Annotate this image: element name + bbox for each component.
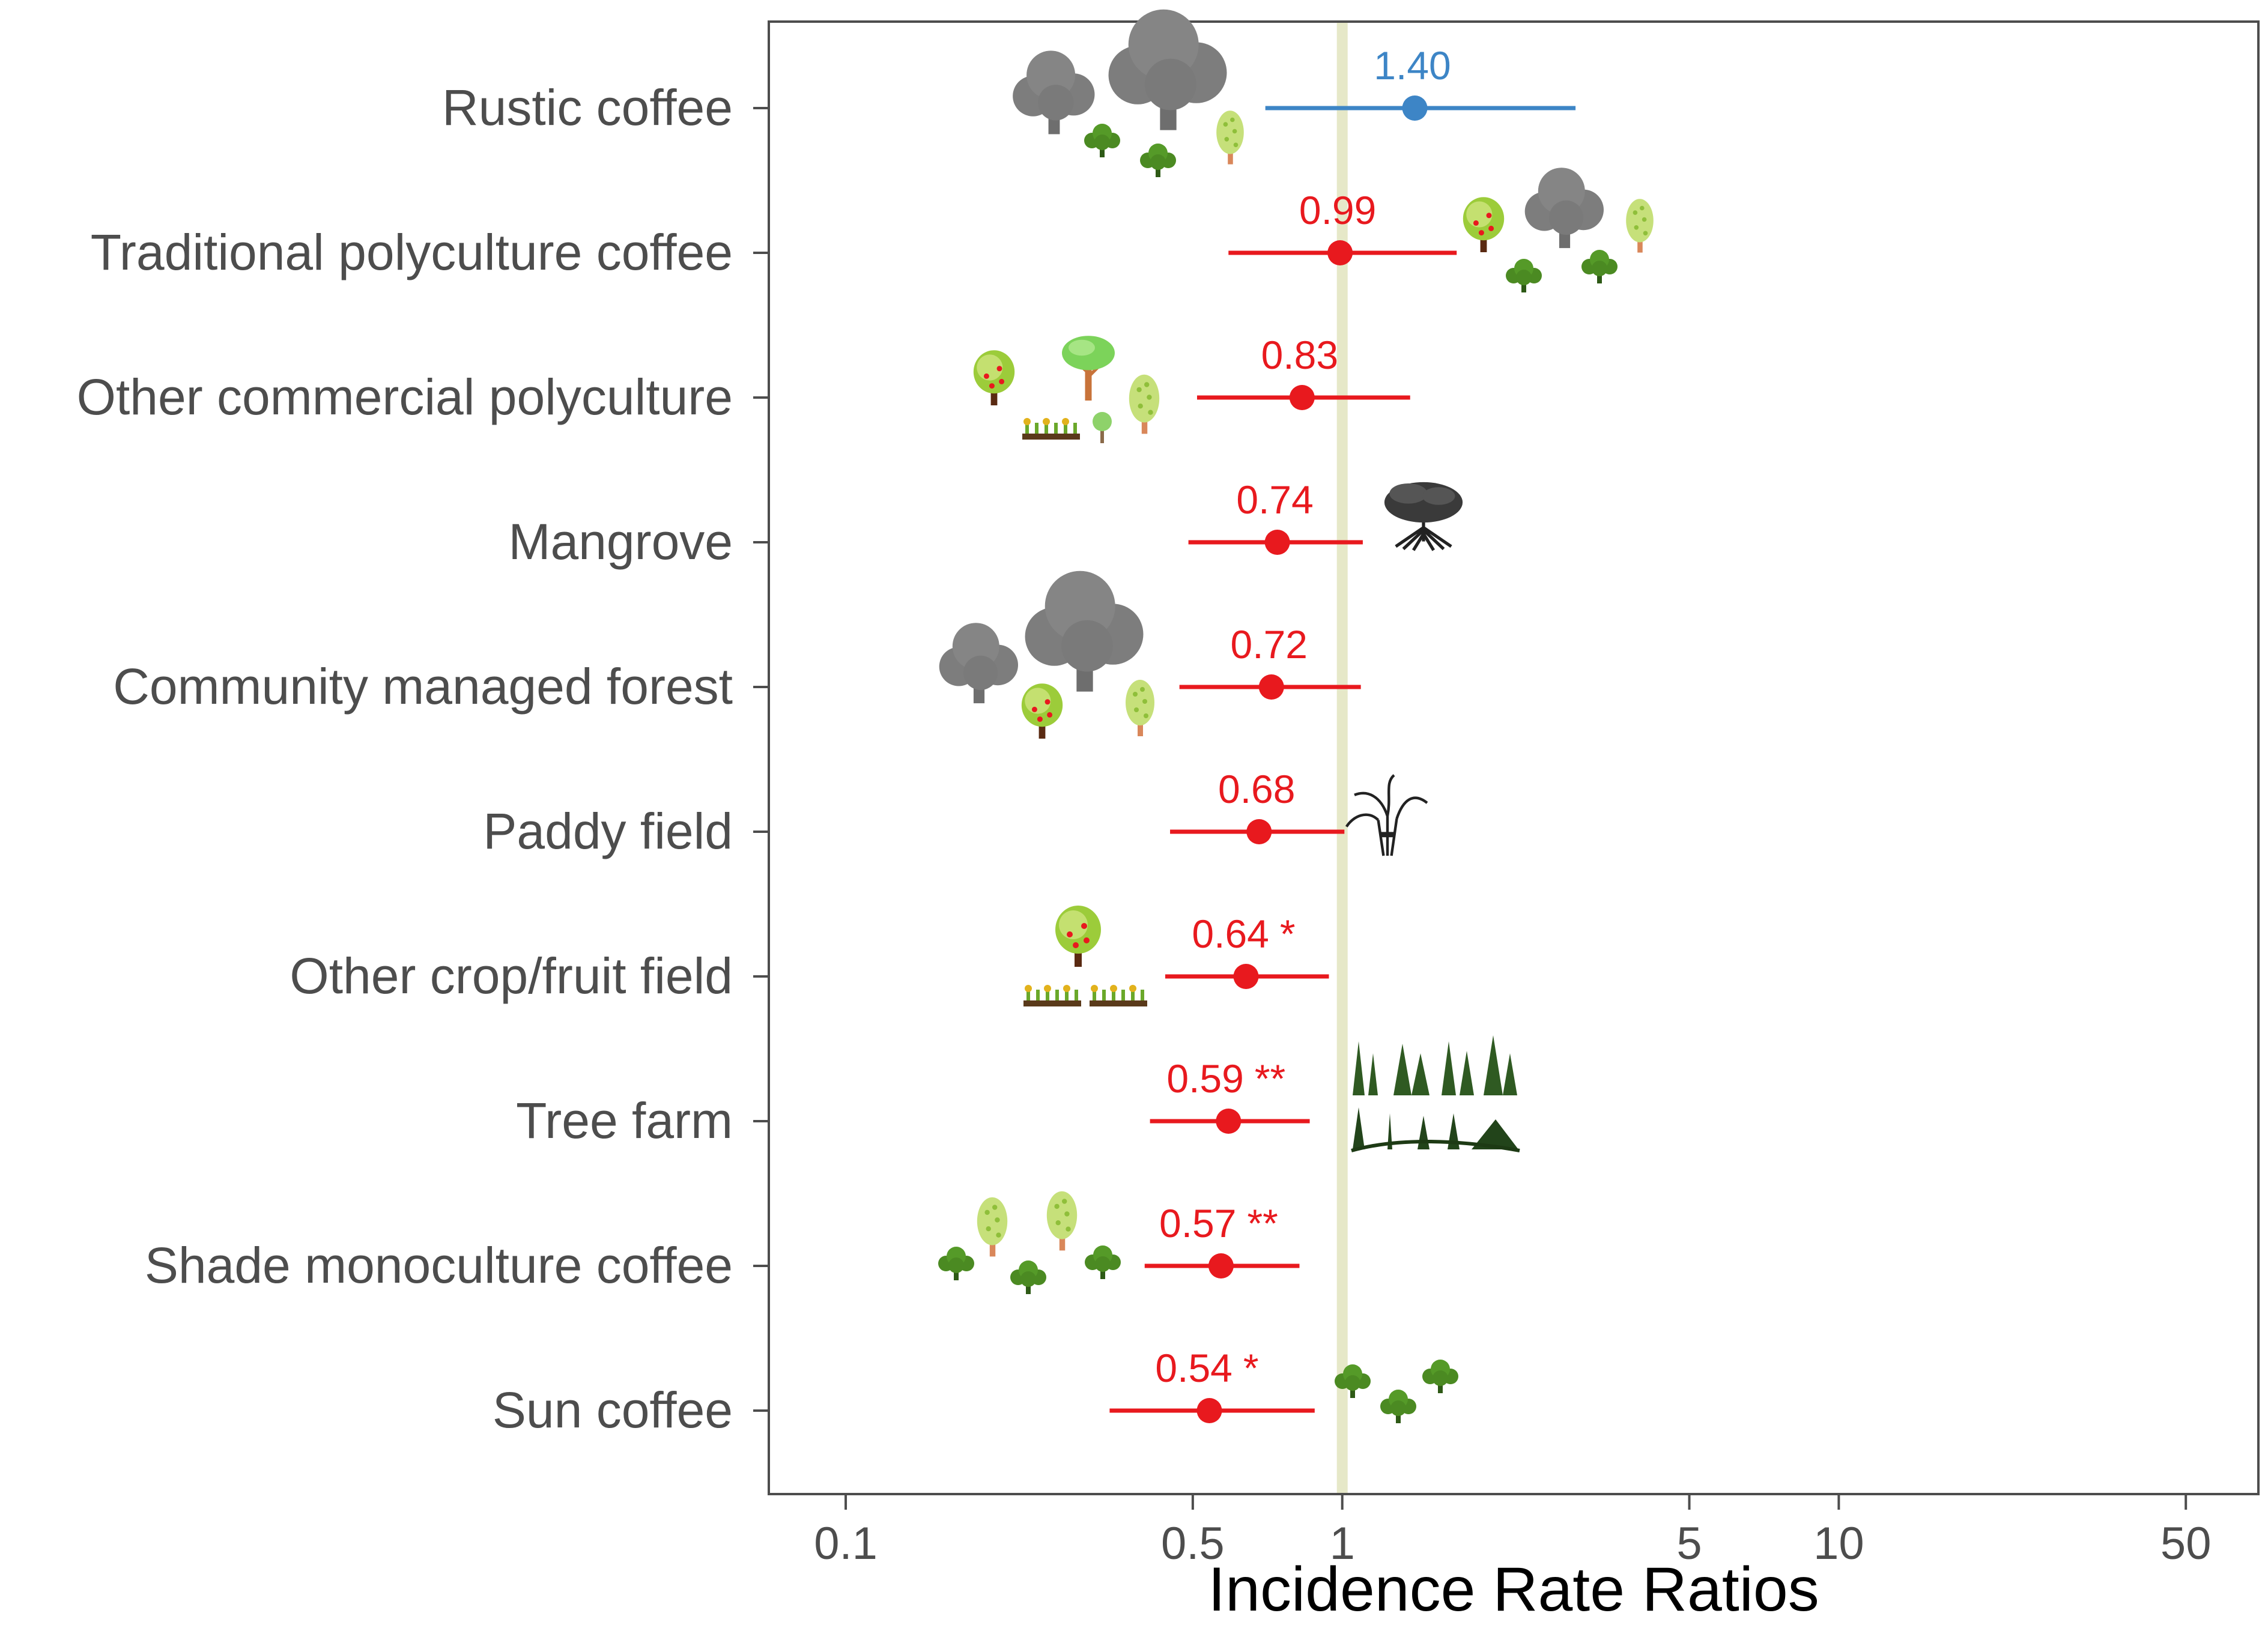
significance-marker: ** <box>1247 1201 1278 1245</box>
category-label: Community managed forest <box>113 658 733 715</box>
mangrove-icon <box>1384 482 1463 550</box>
category-label: Other commercial polyculture <box>77 369 733 425</box>
shrub-icon <box>1085 1245 1121 1279</box>
category-label: Paddy field <box>483 803 733 859</box>
significance-marker: ** <box>1255 1056 1285 1101</box>
value-label: 1.40 <box>1374 43 1451 88</box>
estimate-point <box>1233 964 1259 989</box>
large-tree-icon <box>1013 50 1094 134</box>
estimate-point <box>1216 1109 1242 1134</box>
x-tick-label: 10 <box>1813 1518 1864 1569</box>
x-tick-label: 50 <box>2160 1518 2212 1569</box>
category-label: Sun coffee <box>493 1382 733 1438</box>
estimate-point <box>1208 1253 1234 1278</box>
estimate-point <box>1264 530 1290 555</box>
shrub-icon <box>1140 144 1176 177</box>
apple-tree-icon <box>1055 906 1101 967</box>
fruit-tree-icon <box>1046 1191 1078 1251</box>
value-label: 0.99 <box>1299 188 1376 232</box>
conifer-forest-icon <box>1351 1035 1520 1151</box>
shrub-icon <box>1010 1260 1046 1294</box>
category-label: Mangrove <box>508 513 733 570</box>
x-tick-label: 0.5 <box>1161 1518 1225 1569</box>
x-tick-label: 5 <box>1676 1518 1702 1569</box>
value-label: 0.74 <box>1236 477 1313 522</box>
estimate-point <box>1402 95 1428 121</box>
x-axis: 0.1 0.5 1 5 10 50 <box>814 1494 2211 1569</box>
row-icons <box>938 10 1654 1423</box>
apple-tree-icon <box>973 350 1015 405</box>
leafy-tree-icon <box>1062 336 1115 401</box>
significance-marker: * <box>1243 1346 1259 1390</box>
x-tick-label: 0.1 <box>814 1518 878 1569</box>
value-label: 0.83 <box>1261 333 1338 377</box>
apple-tree-icon <box>1021 683 1063 739</box>
y-axis-ticks <box>753 107 769 1412</box>
shrub-icon <box>1422 1360 1458 1393</box>
value-label: 0.57 ** <box>1159 1201 1278 1245</box>
estimate-point <box>1289 385 1315 410</box>
fruit-tree-icon <box>977 1197 1008 1257</box>
estimate-point <box>1196 1398 1222 1423</box>
category-label: Shade monoculture coffee <box>145 1237 733 1294</box>
x-tick-label: 1 <box>1330 1518 1355 1569</box>
large-tree-icon <box>1109 10 1227 130</box>
value-label: 0.54 * <box>1155 1346 1258 1390</box>
shrub-icon <box>938 1247 974 1280</box>
value-label: 0.68 <box>1218 767 1295 811</box>
shrub-icon <box>1380 1390 1416 1423</box>
x-axis-title: Incidence Rate Ratios <box>1208 1555 1819 1624</box>
fruit-tree-icon <box>1216 110 1244 165</box>
category-label: Tree farm <box>516 1092 733 1149</box>
value-label: 0.59 ** <box>1166 1056 1285 1101</box>
shrub-icon <box>1506 259 1542 292</box>
significance-marker: * <box>1280 912 1296 956</box>
category-label: Traditional polyculture coffee <box>91 224 733 280</box>
fruit-tree-icon <box>1126 680 1154 736</box>
value-label: 0.72 <box>1231 622 1308 667</box>
estimate-point <box>1246 819 1272 844</box>
crop-bed-icon <box>1023 985 1081 1006</box>
fruit-tree-icon <box>1129 374 1160 434</box>
estimate-point <box>1258 674 1284 700</box>
large-tree-icon <box>1525 168 1604 248</box>
large-tree-icon <box>939 623 1018 703</box>
shrub-icon <box>1581 250 1618 283</box>
rice-sheaf-icon <box>1347 775 1427 856</box>
category-label: Other crop/fruit field <box>290 948 733 1004</box>
large-tree-icon <box>1025 571 1144 692</box>
value-label: 0.64 * <box>1192 912 1295 956</box>
sapling-icon <box>1093 412 1112 443</box>
crop-bed-icon <box>1090 985 1147 1006</box>
plot-panel <box>768 20 2260 1495</box>
crop-bed-icon <box>1022 418 1080 440</box>
shrub-icon <box>1084 124 1120 157</box>
fruit-tree-icon <box>1626 199 1654 253</box>
apple-tree-icon <box>1463 197 1505 252</box>
category-label: Rustic coffee <box>442 79 733 136</box>
estimate-point <box>1327 240 1353 265</box>
category-labels: Rustic coffee Traditional polyculture cof… <box>77 79 733 1438</box>
